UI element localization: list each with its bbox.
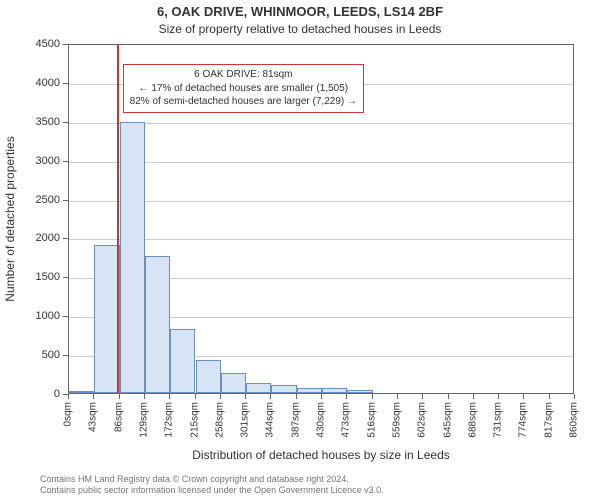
annotation-box: 6 OAK DRIVE: 81sqm ← 17% of detached hou…: [123, 64, 364, 113]
xtick-mark: [195, 394, 196, 399]
ytick-label: 3500: [10, 116, 60, 128]
ytick-label: 1000: [10, 310, 60, 322]
xtick-mark: [523, 394, 524, 399]
xtick-mark: [397, 394, 398, 399]
xtick-mark: [169, 394, 170, 399]
annotation-line-3: 82% of semi-detached houses are larger (…: [130, 95, 357, 109]
xtick-mark: [270, 394, 271, 399]
property-marker-line: [117, 45, 119, 393]
xtick-mark: [119, 394, 120, 399]
ytick-label: 0: [10, 388, 60, 400]
xtick-label: 516sqm: [366, 402, 377, 438]
xtick-label: 559sqm: [391, 402, 402, 438]
xtick-label: 0sqm: [63, 402, 74, 426]
xtick-mark: [321, 394, 322, 399]
histogram-bar: [322, 388, 347, 393]
xtick-mark: [220, 394, 221, 399]
ytick-label: 4000: [10, 77, 60, 89]
ytick-label: 2000: [10, 232, 60, 244]
annotation-line-1: 6 OAK DRIVE: 81sqm: [130, 68, 357, 82]
histogram-bar: [120, 122, 145, 393]
histogram-bar: [145, 256, 170, 393]
xtick-label: 129sqm: [138, 402, 149, 438]
xtick-label: 602sqm: [417, 402, 428, 438]
xtick-label: 172sqm: [164, 402, 175, 438]
xtick-mark: [473, 394, 474, 399]
xtick-label: 215sqm: [189, 402, 200, 438]
xtick-label: 258sqm: [214, 402, 225, 438]
footer-line-1: Contains HM Land Registry data © Crown c…: [40, 474, 592, 485]
histogram-bar: [347, 390, 372, 393]
histogram-bar: [297, 388, 322, 393]
xtick-mark: [93, 394, 94, 399]
xtick-mark: [448, 394, 449, 399]
chart-title: 6, OAK DRIVE, WHINMOOR, LEEDS, LS14 2BF: [0, 4, 600, 19]
xtick-label: 817sqm: [543, 402, 554, 438]
xtick-mark: [245, 394, 246, 399]
xtick-label: 301sqm: [240, 402, 251, 438]
histogram-bar: [196, 360, 221, 393]
xtick-mark: [346, 394, 347, 399]
histogram-bar: [271, 385, 296, 393]
chart-subtitle: Size of property relative to detached ho…: [0, 22, 600, 36]
xtick-label: 731sqm: [493, 402, 504, 438]
xtick-label: 430sqm: [316, 402, 327, 438]
xtick-mark: [498, 394, 499, 399]
plot-area: 6 OAK DRIVE: 81sqm ← 17% of detached hou…: [68, 44, 574, 394]
xtick-mark: [422, 394, 423, 399]
xtick-label: 344sqm: [265, 402, 276, 438]
xtick-mark: [68, 394, 69, 399]
xtick-mark: [296, 394, 297, 399]
xtick-label: 774sqm: [518, 402, 529, 438]
ytick-label: 3000: [10, 155, 60, 167]
ytick-label: 1500: [10, 271, 60, 283]
histogram-bar: [170, 329, 195, 393]
xtick-mark: [144, 394, 145, 399]
ytick-label: 500: [10, 349, 60, 361]
xtick-label: 387sqm: [290, 402, 301, 438]
xtick-label: 645sqm: [442, 402, 453, 438]
ytick-label: 2500: [10, 194, 60, 206]
annotation-line-2: ← 17% of detached houses are smaller (1,…: [130, 82, 357, 96]
footer-line-2: Contains public sector information licen…: [40, 485, 592, 496]
xtick-mark: [372, 394, 373, 399]
xtick-mark: [574, 394, 575, 399]
xtick-label: 86sqm: [113, 402, 124, 432]
xtick-label: 43sqm: [88, 402, 99, 432]
xtick-label: 688sqm: [467, 402, 478, 438]
footer-attribution: Contains HM Land Registry data © Crown c…: [40, 474, 592, 497]
xtick-mark: [549, 394, 550, 399]
histogram-bar: [221, 373, 246, 393]
histogram-bar: [69, 391, 94, 393]
property-size-chart: 6, OAK DRIVE, WHINMOOR, LEEDS, LS14 2BF …: [0, 0, 600, 500]
histogram-bar: [246, 383, 271, 393]
xtick-label: 860sqm: [569, 402, 580, 438]
xtick-label: 473sqm: [341, 402, 352, 438]
ytick-label: 4500: [10, 38, 60, 50]
x-axis-label: Distribution of detached houses by size …: [68, 448, 574, 462]
